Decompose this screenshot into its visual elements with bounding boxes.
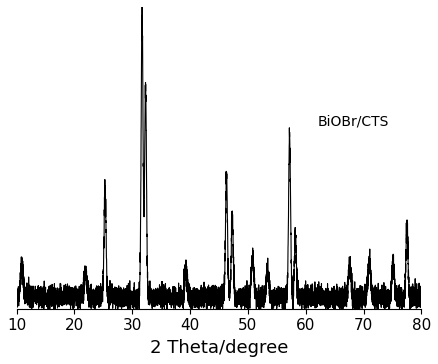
- X-axis label: 2 Theta/degree: 2 Theta/degree: [150, 339, 288, 357]
- Text: BiOBr/CTS: BiOBr/CTS: [317, 115, 389, 128]
